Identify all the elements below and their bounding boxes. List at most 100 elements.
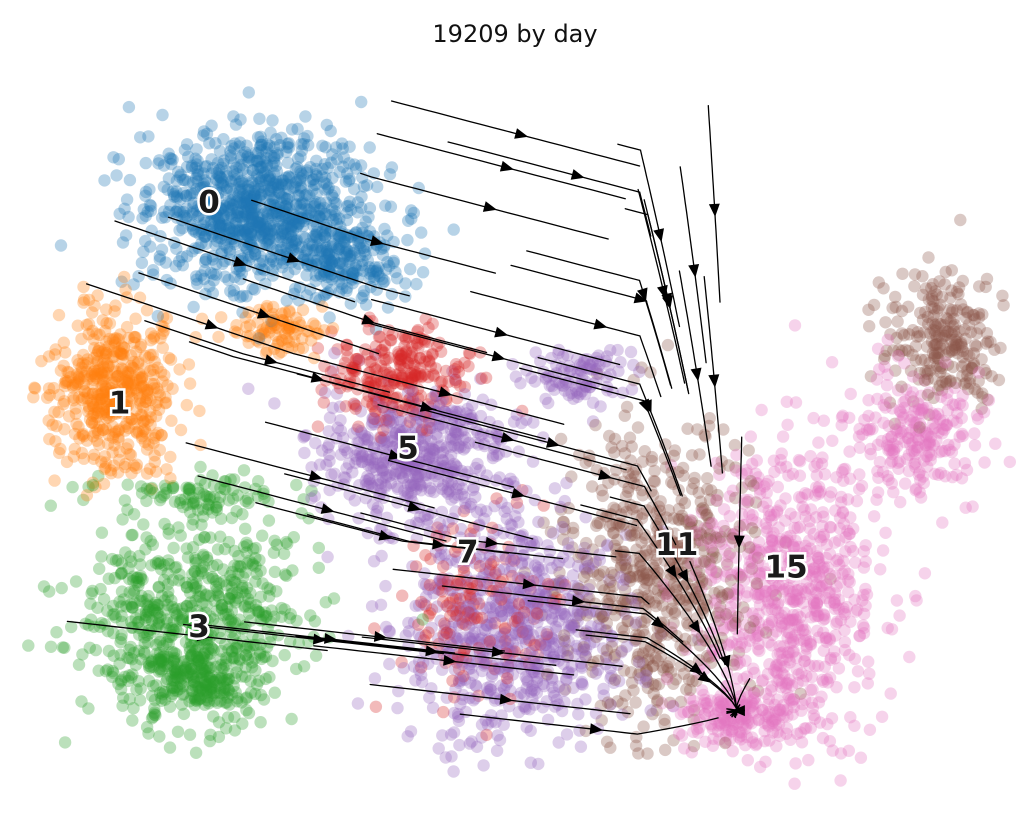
scatter-point — [199, 686, 213, 699]
scatter-point — [884, 687, 897, 700]
scatter-point — [472, 597, 486, 610]
scatter-point — [811, 605, 824, 618]
scatter-point — [204, 610, 217, 623]
scatter-point — [272, 215, 285, 228]
scatter-point — [112, 153, 126, 166]
scatter-point — [386, 440, 399, 454]
scatter-point — [404, 262, 417, 276]
scatter-point — [806, 683, 819, 696]
scatter-point — [284, 608, 297, 621]
scatter-point — [317, 201, 330, 214]
scatter-point — [519, 621, 533, 634]
scatter-point — [653, 592, 666, 605]
scatter-point — [311, 420, 325, 433]
scatter-point — [291, 210, 304, 223]
scatter-point — [254, 188, 268, 202]
scatter-point — [246, 557, 259, 570]
scatter-point — [96, 386, 109, 399]
scatter-point — [242, 253, 256, 267]
scatter-point — [101, 357, 114, 370]
scatter-point — [416, 445, 429, 459]
scatter-point — [457, 558, 470, 572]
scatter-point — [747, 686, 761, 700]
scatter-point — [328, 467, 341, 480]
scatter-point — [630, 654, 644, 668]
scatter-point — [341, 167, 354, 180]
scatter-point — [615, 553, 628, 567]
scatter-point — [181, 670, 194, 683]
scatter-point — [77, 452, 91, 465]
scatter-point — [445, 750, 458, 763]
scatter-point — [548, 689, 561, 703]
scatter-point — [151, 396, 164, 409]
scatter-point — [906, 386, 919, 399]
scatter-point — [716, 623, 730, 637]
scatter-point — [703, 493, 717, 506]
scatter-point — [1003, 455, 1016, 469]
scatter-point — [313, 458, 327, 471]
chart-title: 19209 by day — [432, 20, 597, 48]
scatter-point — [782, 691, 796, 705]
scatter-point — [159, 391, 172, 404]
scatter-point — [412, 628, 425, 641]
scatter-point — [853, 483, 866, 496]
scatter-point — [237, 464, 251, 477]
scatter-point — [159, 397, 172, 410]
scatter-point — [754, 760, 767, 774]
scatter-point — [834, 774, 847, 787]
scatter-point — [475, 664, 489, 678]
scatter-point — [207, 710, 220, 723]
scatter-point — [325, 156, 338, 169]
scatter-point — [273, 139, 287, 152]
scatter-point — [608, 673, 622, 686]
scatter-point — [651, 695, 664, 708]
scatter-point — [199, 489, 212, 503]
scatter-point — [378, 222, 391, 236]
scatter-point — [758, 716, 771, 730]
scatter-point — [222, 608, 235, 621]
scatter-point — [141, 383, 154, 397]
scatter-point — [950, 335, 963, 349]
scatter-point — [354, 236, 367, 250]
scatter-point — [294, 150, 307, 163]
scatter-point — [349, 456, 362, 470]
scatter-point — [605, 441, 618, 454]
scatter-point — [692, 533, 705, 547]
scatter-point — [495, 496, 508, 509]
scatter-point — [513, 611, 526, 625]
scatter-point — [186, 647, 199, 661]
scatter-point — [843, 445, 856, 458]
scatter-point — [183, 586, 197, 599]
scatter-point — [573, 608, 587, 622]
scatter-point — [130, 458, 144, 471]
scatter-point — [766, 538, 779, 551]
scatter-point — [242, 382, 255, 395]
scatter-point — [891, 384, 905, 397]
scatter-point — [135, 432, 149, 445]
scatter-point — [760, 486, 773, 499]
scatter-point — [932, 468, 945, 481]
scatter-point — [930, 288, 943, 301]
scatter-point — [415, 370, 428, 383]
scatter-point — [489, 601, 503, 614]
scatter-point — [808, 712, 821, 725]
scatter-point — [171, 725, 185, 738]
scatter-point — [351, 264, 364, 277]
scatter-point — [712, 719, 725, 732]
scatter-point — [450, 427, 463, 440]
scatter-point — [787, 594, 800, 607]
scatter-point — [67, 381, 80, 394]
scatter-point — [567, 526, 580, 540]
scatter-point — [709, 551, 723, 564]
scatter-point — [575, 677, 588, 690]
scatter-point — [495, 609, 508, 623]
scatter-point — [907, 395, 920, 408]
scatter-point — [823, 632, 836, 645]
scatter-point — [134, 594, 147, 607]
scatter-point — [753, 567, 766, 580]
scatter-point — [732, 646, 746, 659]
scatter-point — [81, 392, 94, 405]
scatter-point — [372, 330, 386, 343]
scatter-point — [203, 671, 216, 684]
scatter-point — [132, 355, 145, 369]
